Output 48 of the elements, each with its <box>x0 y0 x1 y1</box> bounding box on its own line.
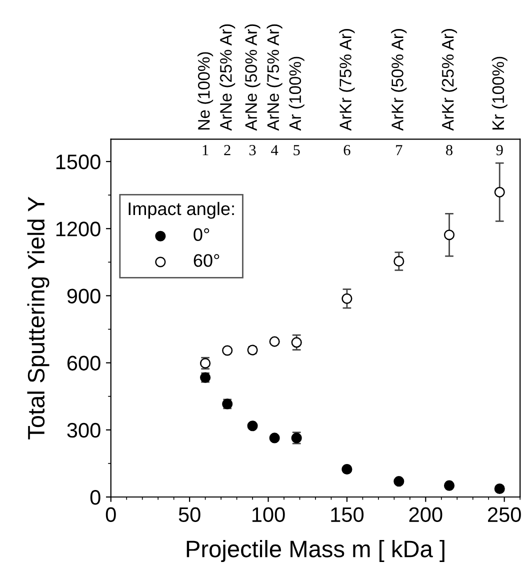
point <box>494 483 505 494</box>
point <box>342 464 352 475</box>
point <box>291 337 302 348</box>
annotation: 4 <box>271 145 278 156</box>
x-tick-label: 250 <box>488 507 521 522</box>
x-tick-label: 0 <box>106 507 116 522</box>
annotation: 7 <box>396 145 402 156</box>
x-tick-label: 200 <box>409 507 442 522</box>
text: ArNe (75% Ar) <box>266 24 282 131</box>
text: Kr (100%) <box>492 56 508 130</box>
legend-label: 0° <box>194 228 210 242</box>
point <box>494 186 505 198</box>
text: ArNe (50% Ar) <box>244 24 260 131</box>
point <box>222 345 233 356</box>
y-tick-label: 1500 <box>56 154 100 170</box>
legend-label: 60° <box>194 254 220 267</box>
y-tick-label: 600 <box>67 356 100 371</box>
y-tick-label: 300 <box>67 422 100 438</box>
point <box>269 432 280 444</box>
annotation: 2 <box>224 145 230 156</box>
text: Ne (100%) <box>198 52 214 130</box>
point <box>444 230 455 240</box>
annotation: 5 <box>294 145 300 156</box>
x-axis-title: Projectile Mass m [ kDa ] <box>186 540 444 562</box>
y-tick-label: 0 <box>90 490 100 505</box>
y-tick-label: 900 <box>67 288 100 304</box>
annotation: 8 <box>446 144 452 156</box>
text: ArKr (50% Ar) <box>391 29 407 131</box>
annotation: 6 <box>344 145 350 156</box>
annotation: 1 <box>202 145 208 156</box>
x-tick-label: 150 <box>331 507 364 522</box>
annotation: 3 <box>249 145 256 156</box>
x-tick-label: 100 <box>252 507 285 522</box>
point <box>269 336 280 347</box>
annotation: 9 <box>496 145 503 156</box>
point <box>247 420 258 432</box>
point <box>394 476 404 487</box>
y-axis-title: Total Sputtering Yield Y <box>27 196 50 440</box>
point <box>342 293 352 304</box>
x-tick-label: 50 <box>178 507 200 522</box>
point <box>444 480 455 491</box>
legend-title: Impact angle: <box>128 202 234 219</box>
point <box>394 256 404 267</box>
text: ArKr (75% Ar) <box>339 29 355 131</box>
text: ArNe (25% Ar) <box>220 24 236 131</box>
text: Ar (100%) <box>288 56 304 131</box>
text: ArKr (25% Ar) <box>441 29 458 131</box>
y-tick-label: 1200 <box>56 222 100 236</box>
